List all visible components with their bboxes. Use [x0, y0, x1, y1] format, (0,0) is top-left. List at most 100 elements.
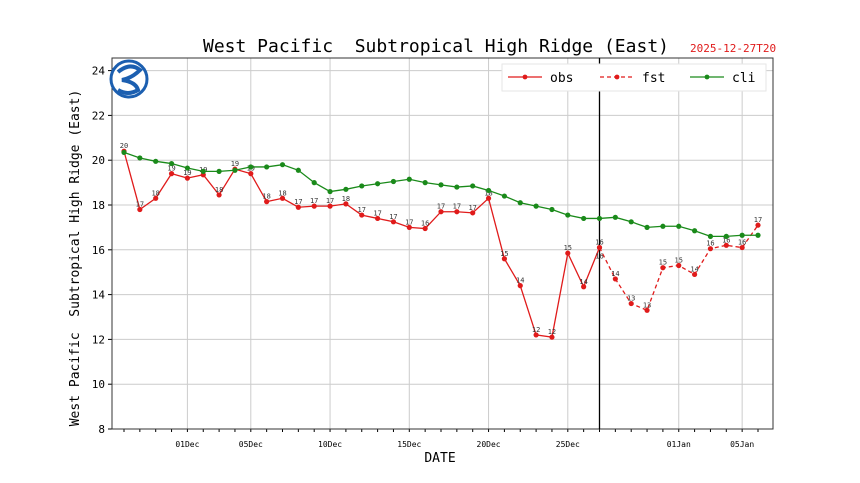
obs-data-label: 12 — [548, 328, 556, 336]
obs-point — [501, 256, 507, 262]
obs-data-label: 17 — [294, 198, 302, 206]
x-tick-label: 25Dec — [556, 440, 580, 449]
cli-point — [755, 232, 761, 238]
fst-point — [755, 222, 761, 228]
grid — [112, 58, 773, 430]
cli-point — [422, 180, 428, 186]
cli-point — [501, 193, 507, 199]
obs-point — [533, 332, 539, 338]
cli-point — [739, 232, 745, 238]
obs-data-label: 15 — [564, 244, 572, 252]
x-tick-label: 15Dec — [397, 440, 421, 449]
cli-point — [248, 164, 254, 170]
cli-point — [359, 183, 365, 189]
cli-point — [644, 224, 650, 230]
obs-point — [295, 204, 301, 210]
chart-title: West Pacific Subtropical High Ridge (Eas… — [203, 36, 669, 57]
obs-data-label: 18 — [151, 189, 159, 197]
cli-point — [406, 176, 412, 182]
fst-data-label: 17 — [754, 216, 762, 224]
cli-point — [470, 183, 476, 189]
legend-cli-label: cli — [732, 71, 755, 86]
fst-data-label: 16 — [595, 253, 603, 261]
legend-fst-label: fst — [642, 71, 665, 86]
obs-data-label: 18 — [215, 186, 223, 194]
cli-point — [707, 233, 714, 239]
fst-data-label: 16 — [738, 239, 746, 247]
cli-point — [390, 178, 397, 185]
chart-timestamp: 2025-12-27T20 — [690, 42, 776, 55]
cli-point — [311, 180, 317, 186]
obs-point — [311, 203, 317, 209]
obs-point — [153, 195, 159, 201]
y-tick-label: 10 — [92, 378, 105, 391]
fst-data-label: 13 — [627, 295, 635, 303]
cli-point — [153, 158, 159, 164]
obs-data-label: 17 — [468, 204, 476, 212]
cli-point — [295, 167, 301, 173]
cli-point — [628, 219, 634, 225]
obs-data-label: 18 — [278, 189, 286, 197]
y-tick-label: 12 — [92, 333, 105, 346]
cli-point — [232, 167, 238, 173]
fst-point — [612, 276, 618, 282]
cli-point — [438, 182, 444, 188]
cli-point — [375, 181, 381, 187]
legend-cli-marker — [704, 74, 710, 80]
obs-point — [168, 171, 175, 177]
x-tick-label: 10Dec — [318, 440, 342, 449]
fst-point — [723, 242, 729, 248]
y-tick-label: 20 — [92, 154, 105, 167]
obs-point — [184, 175, 190, 181]
obs-line — [123, 151, 601, 338]
cli-point — [660, 223, 666, 229]
obs-data-label: 14 — [516, 277, 524, 285]
fst-data-label: 15 — [675, 256, 683, 264]
x-tick-label: 01Dec — [175, 440, 199, 449]
obs-data-label: 19 — [231, 160, 239, 168]
series-marks: 2017181919191819191818171717181717171716… — [120, 142, 762, 340]
cli-point — [692, 228, 698, 234]
x-tick-label: 05Dec — [239, 440, 263, 449]
legend: obs fst cli — [501, 63, 767, 92]
obs-point — [517, 283, 523, 289]
cli-point — [121, 149, 127, 155]
fst-point — [628, 300, 634, 307]
obs-point — [390, 219, 397, 225]
obs-data-label: 16 — [595, 239, 603, 247]
obs-point — [406, 224, 412, 230]
logo — [109, 59, 149, 99]
obs-point — [359, 212, 365, 218]
cli-point — [264, 164, 270, 170]
obs-data-label: 17 — [326, 197, 334, 205]
y-tick-label: 8 — [98, 423, 105, 436]
obs-data-label: 16 — [421, 220, 429, 228]
cli-point — [517, 200, 523, 206]
obs-point — [264, 199, 270, 205]
obs-point — [565, 250, 571, 256]
obs-data-label: 19 — [167, 165, 175, 173]
cli-point — [279, 162, 286, 168]
fst-point — [644, 307, 650, 313]
y-tick-label: 16 — [92, 244, 105, 257]
cli-point — [581, 215, 587, 222]
obs-point — [137, 206, 143, 213]
cli-point — [565, 212, 571, 218]
fst-data-label: 14 — [611, 270, 619, 278]
fst-point — [739, 244, 745, 251]
obs-data-label: 12 — [532, 326, 540, 334]
obs-point — [454, 209, 460, 215]
obs-data-label: 17 — [437, 203, 445, 211]
fst-data-label: 14 — [690, 265, 698, 273]
obs-data-label: 14 — [579, 278, 587, 286]
obs-point — [279, 195, 286, 201]
obs-point — [470, 210, 476, 216]
obs-data-label: 17 — [310, 197, 318, 205]
cli-point — [533, 203, 539, 209]
cli-point — [168, 160, 175, 167]
cli-point — [596, 215, 603, 222]
y-tick-label: 18 — [92, 199, 105, 212]
obs-point — [248, 171, 254, 177]
fst-point — [692, 271, 698, 278]
legend-obs-marker — [522, 74, 528, 80]
